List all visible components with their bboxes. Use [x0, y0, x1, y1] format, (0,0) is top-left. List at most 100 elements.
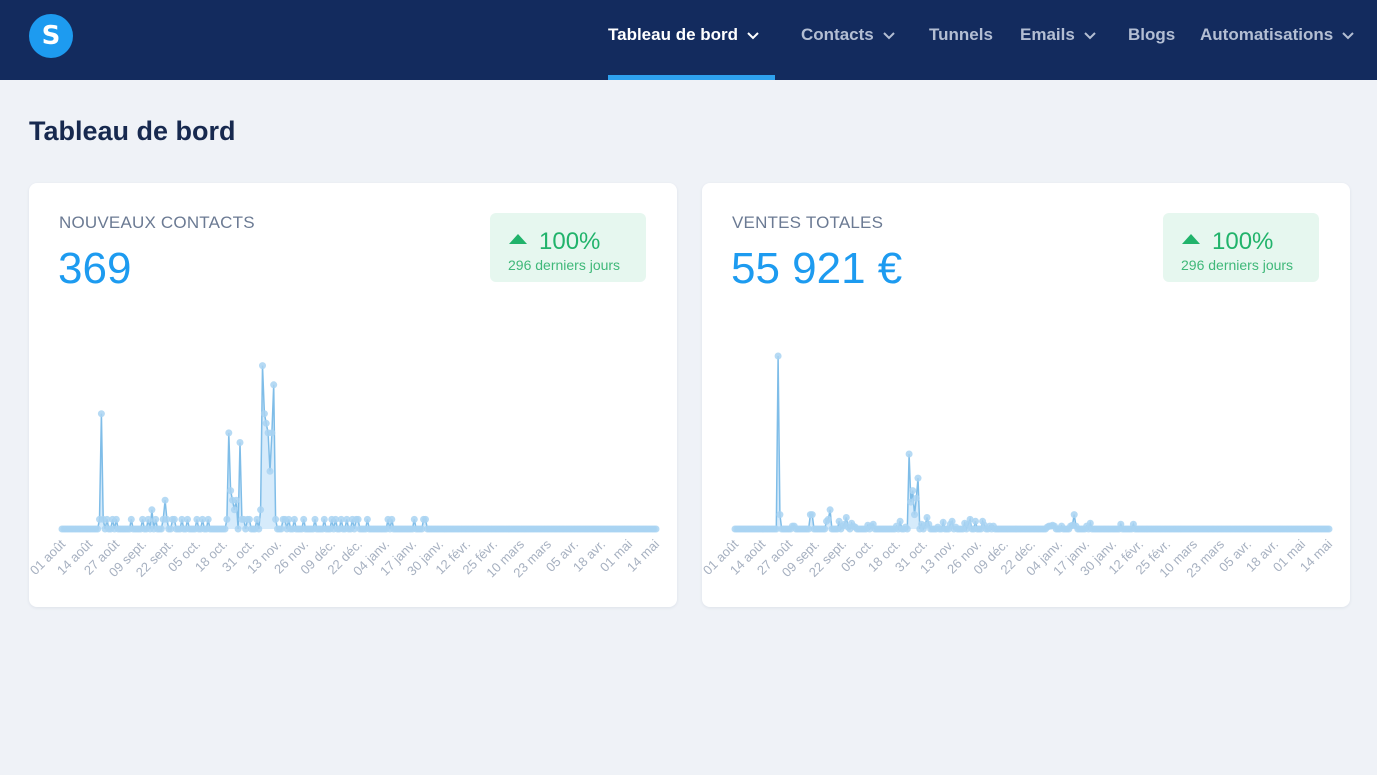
data-point[interactable] — [94, 525, 102, 533]
nav-item-label: Automatisations — [1200, 25, 1334, 44]
data-point[interactable] — [178, 515, 186, 523]
data-point[interactable] — [152, 515, 160, 523]
data-point[interactable] — [300, 515, 308, 523]
data-point[interactable] — [266, 467, 274, 475]
data-point[interactable] — [824, 515, 832, 523]
trend-period: 296 derniers jours — [1181, 257, 1294, 273]
data-point[interactable] — [148, 506, 156, 514]
data-point[interactable] — [388, 515, 396, 523]
data-point[interactable] — [157, 525, 165, 533]
app-logo[interactable]: S — [29, 14, 73, 58]
nav-item-blogs[interactable]: Blogs — [1128, 0, 1175, 80]
data-point[interactable] — [223, 515, 231, 523]
data-point[interactable] — [257, 506, 265, 514]
data-point[interactable] — [227, 487, 235, 495]
data-point[interactable] — [184, 515, 191, 523]
data-point[interactable] — [268, 429, 276, 437]
data-point[interactable] — [966, 515, 974, 523]
data-point[interactable] — [270, 381, 278, 389]
data-point[interactable] — [410, 515, 418, 523]
nav-item-tunnels[interactable]: Tunnels — [929, 0, 993, 80]
data-point[interactable] — [350, 525, 358, 533]
data-point[interactable] — [914, 474, 922, 482]
data-point[interactable] — [204, 515, 212, 523]
nav-item-automatisations[interactable]: Automatisations — [1200, 0, 1355, 80]
chevron-down-icon — [1342, 32, 1354, 40]
data-point[interactable] — [272, 515, 280, 523]
data-point[interactable] — [144, 515, 152, 523]
series-area — [735, 356, 1329, 529]
data-point[interactable] — [262, 419, 270, 427]
trend-percent: 100% — [539, 228, 601, 255]
data-point[interactable] — [311, 515, 319, 523]
data-point[interactable] — [255, 525, 263, 533]
data-point[interactable] — [896, 517, 904, 525]
data-point[interactable] — [805, 525, 813, 533]
data-point[interactable] — [230, 506, 238, 514]
data-point[interactable] — [332, 515, 340, 523]
data-point[interactable] — [253, 515, 261, 523]
data-point[interactable] — [103, 515, 111, 523]
data-point[interactable] — [277, 525, 285, 533]
data-point[interactable] — [905, 450, 913, 458]
data-point[interactable] — [193, 515, 201, 523]
data-point[interactable] — [808, 511, 816, 519]
data-point[interactable] — [821, 525, 829, 533]
data-point[interactable] — [907, 498, 915, 506]
data-point[interactable] — [1070, 511, 1078, 519]
data-point[interactable] — [236, 439, 244, 446]
data-point[interactable] — [826, 506, 834, 514]
data-point[interactable] — [835, 517, 843, 525]
data-point[interactable] — [1086, 519, 1094, 527]
data-point[interactable] — [170, 515, 178, 523]
data-point[interactable] — [242, 525, 250, 533]
data-point[interactable] — [842, 514, 850, 521]
nav-item-tableau-de-bord[interactable]: Tableau de bord — [608, 0, 760, 80]
data-point[interactable] — [234, 525, 242, 533]
data-point[interactable] — [260, 410, 268, 418]
data-point[interactable] — [259, 362, 266, 370]
data-point[interactable] — [225, 429, 233, 437]
nav-item-label: Emails — [1020, 25, 1075, 44]
data-point[interactable] — [161, 496, 169, 504]
data-point[interactable] — [774, 352, 782, 360]
nav-item-contacts[interactable]: Contacts — [801, 0, 896, 80]
data-point[interactable] — [320, 515, 328, 523]
card-value: 55 921 € — [731, 244, 903, 293]
data-point[interactable] — [972, 517, 979, 525]
data-point[interactable] — [939, 518, 947, 526]
data-point[interactable] — [911, 511, 918, 519]
data-point[interactable] — [422, 515, 429, 523]
data-point[interactable] — [903, 525, 911, 533]
data-point[interactable] — [139, 515, 147, 523]
trend-badge: 100% 296 derniers jours — [1163, 213, 1319, 282]
data-point[interactable] — [127, 515, 135, 523]
data-point[interactable] — [354, 515, 362, 523]
data-point[interactable] — [776, 511, 784, 519]
data-point[interactable] — [232, 496, 240, 504]
data-point[interactable] — [912, 494, 920, 502]
data-point[interactable] — [97, 410, 105, 418]
data-point[interactable] — [285, 515, 293, 523]
data-point[interactable] — [199, 515, 206, 523]
data-point[interactable] — [221, 525, 229, 533]
data-point[interactable] — [652, 525, 660, 533]
data-point[interactable] — [167, 525, 175, 533]
data-point[interactable] — [112, 515, 120, 523]
data-point[interactable] — [363, 515, 371, 523]
data-point[interactable] — [418, 525, 426, 533]
nav-item-emails[interactable]: Emails — [1020, 0, 1097, 80]
nav-item-label: Contacts — [801, 25, 874, 44]
data-point[interactable] — [1325, 525, 1333, 533]
data-point[interactable] — [923, 514, 931, 521]
data-point[interactable] — [343, 515, 351, 523]
data-point[interactable] — [245, 515, 253, 523]
data-point[interactable] — [163, 515, 171, 523]
data-point[interactable] — [337, 515, 345, 523]
data-point[interactable] — [909, 487, 917, 495]
data-point[interactable] — [290, 515, 298, 523]
data-point[interactable] — [772, 525, 780, 533]
data-point[interactable] — [948, 517, 956, 525]
